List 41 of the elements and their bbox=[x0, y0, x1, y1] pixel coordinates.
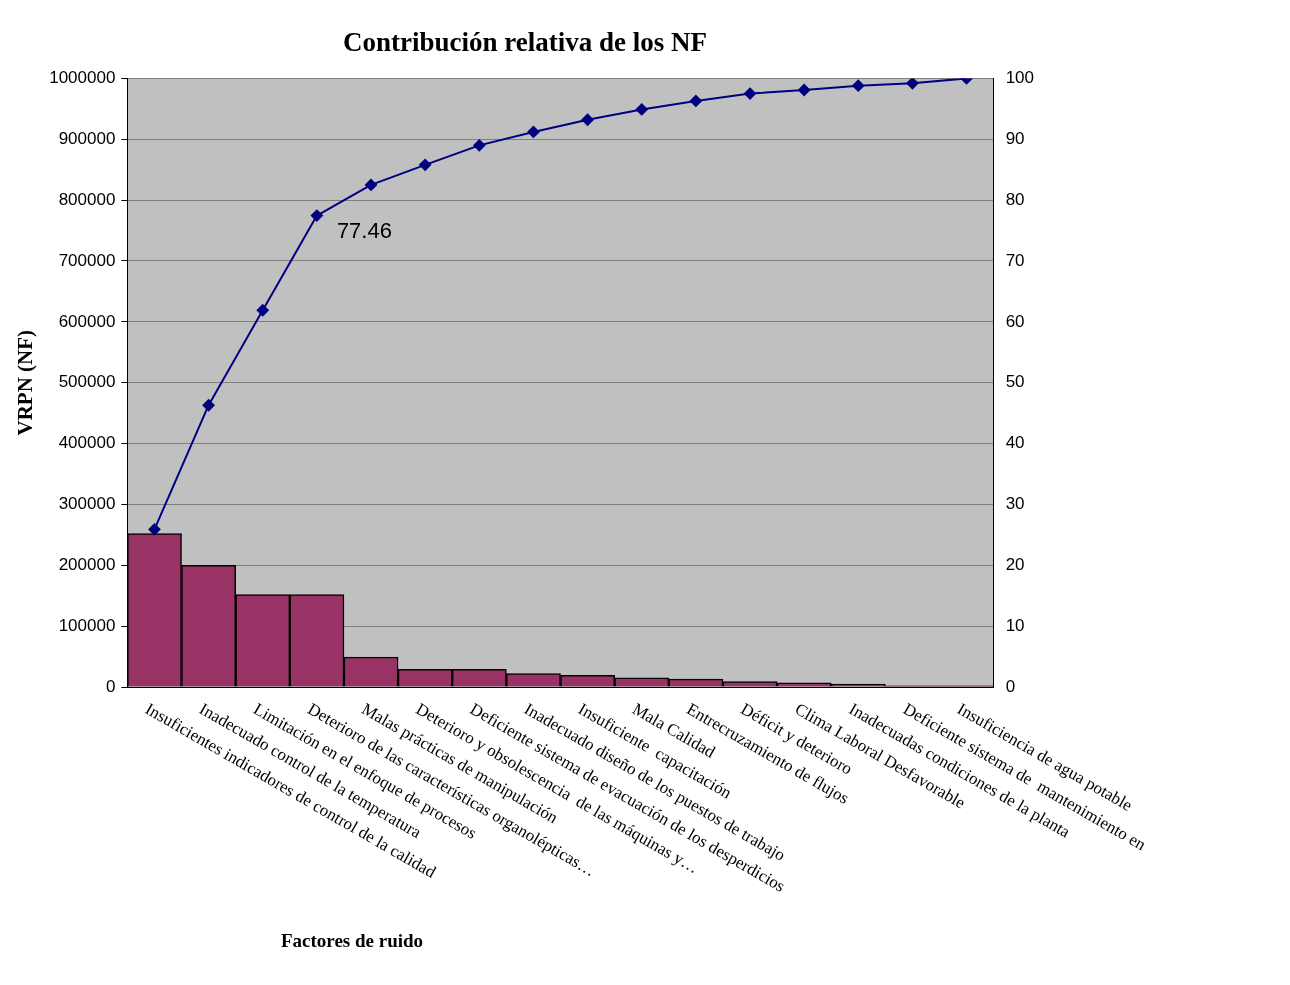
y-tick-label: 1000000 bbox=[49, 68, 116, 88]
point bbox=[689, 94, 702, 107]
y-tick-label: 0 bbox=[105, 676, 116, 696]
point bbox=[527, 125, 540, 138]
y2-tick-label: 10 bbox=[1005, 615, 1025, 635]
y-tick-label: 400000 bbox=[58, 433, 116, 453]
y2-tick-label: 90 bbox=[1005, 128, 1025, 148]
point bbox=[148, 523, 161, 536]
y-tick-label: 800000 bbox=[58, 189, 116, 209]
y-tick-label: 100000 bbox=[58, 615, 116, 635]
point bbox=[906, 78, 919, 90]
y2-tick-label: 0 bbox=[1005, 676, 1016, 696]
point bbox=[852, 79, 865, 92]
point bbox=[256, 304, 269, 317]
y-tick-label: 500000 bbox=[58, 372, 116, 392]
y-tick-label: 200000 bbox=[58, 554, 116, 574]
y2-tick-label: 100 bbox=[1005, 68, 1035, 88]
point bbox=[744, 87, 756, 100]
y-tick-label: 600000 bbox=[58, 311, 116, 331]
y2-tick-label: 70 bbox=[1005, 250, 1025, 270]
y2-tick-label: 30 bbox=[1005, 494, 1025, 514]
y2-tick-label: 40 bbox=[1005, 433, 1025, 453]
y2-tick-label: 20 bbox=[1005, 554, 1025, 574]
point bbox=[365, 178, 378, 191]
point bbox=[310, 209, 323, 222]
x-axis-title: Factores de ruido bbox=[280, 929, 424, 951]
y2-tick-label: 60 bbox=[1005, 311, 1025, 331]
y-tick-label: 300000 bbox=[58, 494, 116, 514]
point bbox=[473, 139, 486, 152]
point bbox=[419, 158, 432, 171]
point bbox=[202, 399, 215, 412]
y-tick-label: 700000 bbox=[58, 250, 116, 270]
y2-tick-label: 80 bbox=[1005, 189, 1025, 209]
data-label: 77.46 bbox=[336, 217, 392, 243]
point bbox=[635, 103, 648, 116]
point bbox=[581, 113, 594, 126]
y-tick-label: 900000 bbox=[58, 128, 116, 148]
point bbox=[798, 83, 811, 96]
y2-tick-label: 50 bbox=[1005, 372, 1025, 392]
y-axis-title: VRPN (NF) bbox=[13, 329, 38, 436]
chart-title: Contribución relativa de los NF bbox=[343, 27, 707, 58]
